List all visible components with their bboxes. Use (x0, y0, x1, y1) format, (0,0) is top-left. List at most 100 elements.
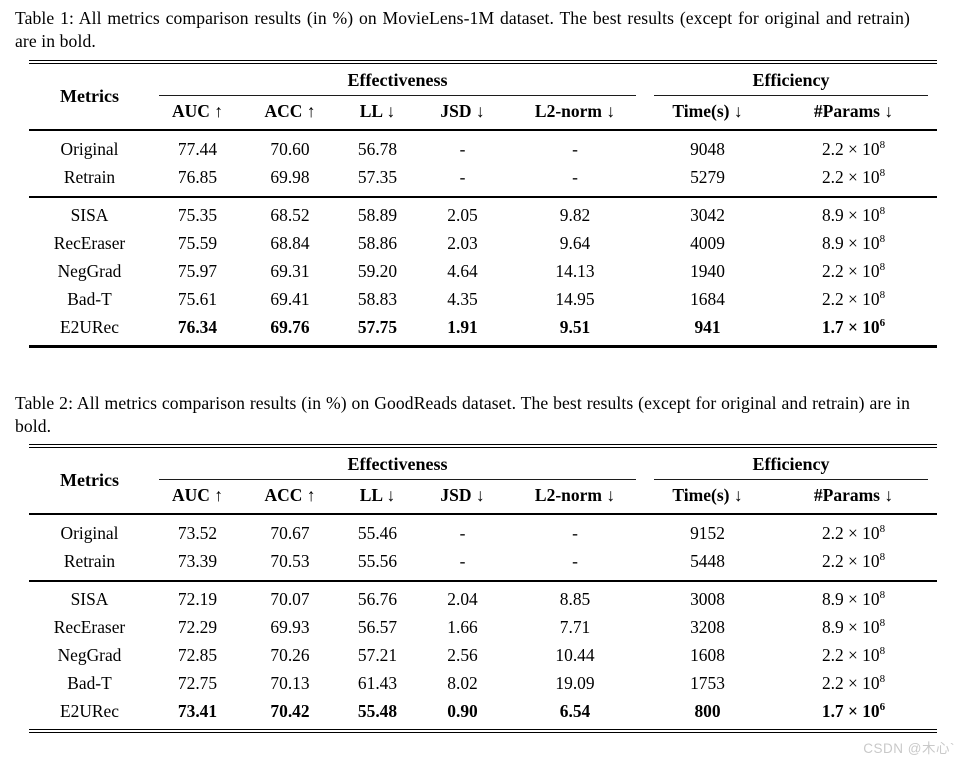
cell-l2norm: - (572, 166, 578, 187)
cell-jsd: 4.35 (447, 288, 478, 309)
params-base: 8.9 × 10 (821, 617, 880, 638)
cell-l2norm: 19.09 (555, 673, 595, 694)
cell-params: 8.9 × 108 (770, 581, 937, 614)
cell-l2norm: - (572, 551, 578, 572)
cell-l2norm: - (572, 138, 578, 159)
efficiency-label: Efficiency (654, 454, 929, 481)
header-group-row: Metrics Effectiveness Efficiency (29, 62, 937, 106)
metrics-header: Metrics (60, 85, 119, 106)
table-row: SISA 72.19 70.07 56.76 2.04 8.85 3008 8.… (29, 581, 937, 614)
params-exponent: 8 (879, 551, 886, 564)
cell-auc: 76.34 (177, 316, 218, 337)
baseline-rows: Original 77.44 70.60 56.78 - - 9048 2.2 … (29, 130, 938, 197)
effectiveness-label: Effectiveness (159, 454, 636, 481)
cell-l2norm: 9.51 (559, 316, 591, 337)
csdn-watermark: CSDN @木心` (855, 736, 958, 759)
cell-jsd: 0.90 (447, 701, 478, 722)
col-header-ll: LL ↓ (359, 485, 396, 506)
cell-l2norm: 14.13 (555, 260, 595, 281)
col-header-l2norm: L2-norm ↓ (534, 100, 616, 121)
cell-ll: 58.89 (357, 204, 398, 225)
table-1-caption: Table 1: All metrics comparison results … (15, 8, 910, 51)
cell-ll: 56.78 (357, 138, 398, 159)
params-exponent: 8 (879, 204, 886, 217)
cell-acc: 69.98 (270, 166, 310, 187)
cell-l2norm: - (572, 523, 578, 544)
cell-acc: 69.76 (270, 316, 310, 337)
method-rows: SISA 72.19 70.07 56.76 2.04 8.85 3008 8.… (29, 581, 937, 731)
cell-ll: 58.83 (357, 288, 398, 309)
cell-acc: 69.93 (270, 617, 310, 638)
cell-params: 2.2 × 108 (770, 257, 937, 285)
col-header-time: Time(s) ↓ (672, 485, 743, 506)
cell-acc: 70.67 (270, 523, 310, 544)
col-header-ll: LL ↓ (359, 100, 396, 121)
params-base: 8.9 × 10 (821, 232, 880, 253)
header-group-row: Metrics Effectiveness Efficiency (29, 446, 937, 490)
efficiency-group-header: Efficiency (645, 62, 937, 96)
cell-params: 2.2 × 108 (770, 670, 937, 698)
table-row: Retrain 73.39 70.53 55.56 - - 5448 2.2 ×… (29, 548, 937, 582)
cell-params: 1.7 × 106 (770, 313, 937, 346)
method-rows: SISA 75.35 68.52 58.89 2.05 9.82 3042 8.… (29, 197, 937, 347)
cell-jsd: - (459, 166, 466, 187)
cell-l2norm: 8.85 (559, 589, 591, 610)
cell-time: 3008 (690, 589, 725, 610)
params-base: 2.2 × 10 (821, 166, 880, 187)
params-exponent: 8 (879, 523, 886, 536)
cell-params: 2.2 × 108 (770, 163, 937, 197)
params-base: 8.9 × 10 (821, 204, 880, 225)
cell-acc: 70.13 (270, 673, 310, 694)
cell-jsd: 2.56 (447, 645, 478, 666)
efficiency-group-header: Efficiency (645, 446, 937, 481)
cell-auc: 72.75 (177, 673, 218, 694)
cell-auc: 72.19 (177, 589, 218, 610)
effectiveness-group-header: Effectiveness (150, 62, 645, 96)
params-base: 2.2 × 10 (821, 551, 880, 572)
table-row: RecEraser 72.29 69.93 56.57 1.66 7.71 32… (29, 614, 937, 642)
cell-params: 2.2 × 108 (770, 130, 937, 164)
cell-time: 1753 (690, 673, 725, 694)
table-row: Bad-T 75.61 69.41 58.83 4.35 14.95 1684 … (29, 285, 937, 313)
cell-l2norm: 10.44 (555, 645, 595, 666)
cell-jsd: 1.66 (447, 617, 478, 638)
params-exponent: 8 (879, 260, 886, 273)
cell-ll: 55.48 (357, 701, 398, 722)
params-base: 2.2 × 10 (821, 673, 880, 694)
cell-jsd: 4.64 (447, 260, 478, 281)
cell-time: 1940 (690, 260, 725, 281)
method-name: Retrain (63, 551, 116, 572)
cell-jsd: 2.03 (447, 232, 478, 253)
cell-time: 5448 (690, 551, 725, 572)
cell-auc: 75.59 (177, 232, 218, 253)
method-name: NegGrad (57, 645, 122, 666)
method-name: SISA (70, 204, 109, 225)
cell-jsd: - (459, 523, 466, 544)
params-base: 8.9 × 10 (821, 589, 880, 610)
params-base: 2.2 × 10 (821, 260, 880, 281)
cell-time: 4009 (690, 232, 725, 253)
table-row: NegGrad 75.97 69.31 59.20 4.64 14.13 194… (29, 257, 937, 285)
params-exponent: 8 (879, 138, 886, 151)
cell-jsd: 2.04 (447, 589, 478, 610)
cell-params: 1.7 × 106 (770, 698, 937, 732)
cell-acc: 70.60 (270, 138, 310, 159)
cell-ll: 56.57 (357, 617, 398, 638)
cell-time: 1608 (690, 645, 725, 666)
method-name: Bad-T (67, 288, 112, 309)
efficiency-label: Efficiency (654, 70, 929, 96)
col-header-jsd: JSD ↓ (440, 100, 485, 121)
table-2-header: Metrics Effectiveness Efficiency AUC ↑ A… (29, 446, 938, 515)
cell-acc: 69.41 (270, 288, 310, 309)
table-row: Original 77.44 70.60 56.78 - - 9048 2.2 … (29, 130, 937, 164)
method-name: Bad-T (67, 673, 112, 694)
cell-time: 3208 (690, 617, 725, 638)
cell-auc: 72.85 (177, 645, 218, 666)
cell-acc: 68.84 (270, 232, 310, 253)
cell-ll: 56.76 (357, 589, 398, 610)
cell-jsd: - (459, 138, 466, 159)
params-exponent: 8 (879, 589, 886, 602)
table-row: Original 73.52 70.67 55.46 - - 9152 2.2 … (29, 514, 937, 548)
cell-params: 8.9 × 108 (770, 197, 937, 230)
col-header-params: #Params ↓ (813, 485, 894, 506)
